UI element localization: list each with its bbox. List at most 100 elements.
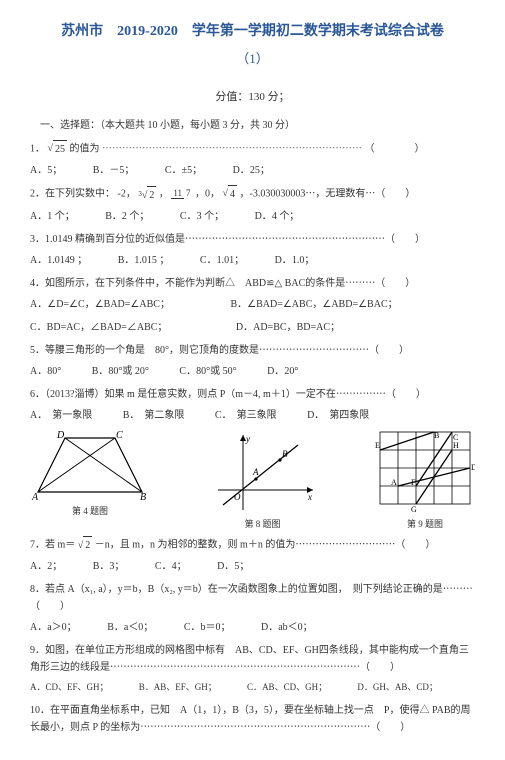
- fig9-label-h: H: [453, 441, 459, 450]
- frac-den: 7: [184, 188, 193, 198]
- sqrt-2: √2: [78, 536, 93, 554]
- sqrt-2-rad: 2: [83, 536, 92, 554]
- q5-opt-c: C．80°或 50°: [179, 363, 250, 380]
- q3-opt-c: C．1.01；: [200, 252, 258, 269]
- q1-opt-b: B．－5；: [93, 162, 149, 179]
- q4-options-row1: A．∠D=∠C，∠BAD=∠ABC； B．∠BAD=∠ABC，∠ABD=∠BAC…: [30, 296, 475, 313]
- question-10: 10．在平面直角坐标系中，已知 A（1，1），B（3，5），要在坐标轴上找一点 …: [30, 702, 475, 736]
- q4-opt-c-text: BD=AC，∠BAD=∠ABC；: [47, 319, 168, 336]
- score-line: 分值：130 分；: [30, 88, 475, 107]
- figure-9-svg: E B H F A C D G: [375, 430, 475, 515]
- q6-opt-c-text: 第三象限: [237, 407, 277, 424]
- q7-opt-a: A．2；: [30, 558, 76, 575]
- fig8-label-y: y: [245, 434, 250, 444]
- q9-options: A．CD、EF、GH； B．AB、EF、GH； C．AB、CD、GH； D．GH…: [30, 680, 475, 695]
- fig9-label-b: B: [434, 431, 439, 440]
- q3-opt-d: D．1.0；: [275, 252, 329, 269]
- q6-opt-b: B． 第二象限: [123, 407, 199, 424]
- sqrt-4-rad: 4: [228, 185, 237, 203]
- q7-opt-c-text: 4；: [172, 558, 187, 575]
- figure-4-svg: A B C D: [30, 430, 150, 502]
- q4-options-row2: C．BD=AC，∠BAD=∠ABC； D．AD=BC，BD=AC；: [30, 319, 475, 336]
- figure-4: A B C D 第 4 题图: [30, 430, 150, 519]
- fig4-label-b: B: [140, 492, 146, 502]
- q5-opt-b: B．80°或 20°: [92, 363, 163, 380]
- q4-opt-c: C．BD=AC，∠BAD=∠ABC；: [30, 319, 181, 336]
- figure-8-caption: 第 8 题图: [208, 517, 318, 532]
- figure-8-svg: y x O A B: [208, 430, 318, 515]
- q8-opt-c-text: b＝0；: [200, 619, 230, 636]
- q9-opt-a-text: CD、EF、GH；: [46, 680, 109, 695]
- q9-opt-d-text: GH、AB、CD；: [373, 680, 438, 695]
- fig4-label-c: C: [116, 430, 123, 441]
- q2-options: A．1 个； B．2 个； C．3 个； D．4 个；: [30, 208, 475, 225]
- sqrt-25: √25: [48, 140, 68, 158]
- q1-options: A．5； B．－5； C．±5； D．25；: [30, 162, 475, 179]
- sqrt-4: √4: [223, 185, 238, 203]
- fig8-label-o: O: [234, 492, 241, 502]
- fig4-label-d: D: [56, 430, 65, 441]
- q1-opt-a-text: 5；: [47, 162, 62, 179]
- q5-options: A．80° B．80°或 20° C．80°或 50° D．20°: [30, 363, 475, 380]
- q4-opt-a-text: ∠D=∠C，∠BAD=∠ABC；: [47, 296, 170, 313]
- question-9: 9．如图，在单位正方形组成的网格图中标有 AB、CD、EF、GH四条线段，其中能…: [30, 642, 475, 676]
- q9-opt-a: A．CD、EF、GH；: [30, 680, 123, 695]
- question-7: 7．若 m＝ √2 －n，且 m，n 为相邻的整数，则 m＋n 的值为⋯⋯⋯⋯⋯…: [30, 536, 475, 554]
- q2-opt-c-text: 3 个；: [197, 208, 225, 225]
- q8-opt-a: A．a＞0；: [30, 619, 91, 636]
- q7-options: A．2； B．3； C．4； D．5；: [30, 558, 475, 575]
- fig9-label-d: D: [471, 463, 475, 472]
- q1-opt-d-text: 25；: [250, 162, 270, 179]
- q3-opt-c-text: 1.01；: [217, 252, 245, 269]
- q2-items-d: ，-3.030030003⋯，无理数有⋯（ ）: [240, 188, 416, 199]
- q4-opt-d-text: AD=BC，BD=AC；: [253, 319, 340, 336]
- q9-opt-d: D．GH、AB、CD；: [357, 680, 452, 695]
- q1-stem-b: 的值为: [70, 143, 100, 154]
- q5-opt-b-text: 80°或 20°: [108, 363, 149, 380]
- q2-opt-d-text: 4 个；: [272, 208, 300, 225]
- fig4-label-a: A: [31, 492, 39, 502]
- q8-opt-b-text: a＜0；: [124, 619, 153, 636]
- q9-opt-c: C．AB、CD、GH；: [247, 680, 341, 695]
- q6-options: A． 第一象限 B． 第二象限 C． 第三象限 D． 第四象限: [30, 407, 475, 424]
- exam-title: 苏州市 2019-2020 学年第一学期初二数学期末考试综合试卷: [30, 20, 475, 44]
- q3-opt-b: B．1.015 ；: [118, 252, 184, 269]
- fig8-label-a: A: [252, 467, 259, 477]
- q8-opt-d: D．ab＜0；: [261, 619, 327, 636]
- q2-opt-d: D．4 个；: [255, 208, 314, 225]
- q8-opt-b: B．a＜0；: [107, 619, 167, 636]
- q1-opt-a: A．5；: [30, 162, 76, 179]
- q1-opt-d: D．25；: [233, 162, 284, 179]
- q9-opt-b-text: AB、EF、GH；: [154, 680, 217, 695]
- fig9-label-a: A: [391, 478, 397, 487]
- q9-opt-b: B．AB、EF、GH；: [139, 680, 231, 695]
- q1-paren: （ ）: [365, 143, 425, 154]
- q5-opt-c-text: 80°或 50°: [196, 363, 237, 380]
- q2-opt-c: C．3 个；: [180, 208, 238, 225]
- question-5: 5．等腰三角形的一个角是 80°，则它顶角的度数是⋯⋯⋯⋯⋯⋯⋯⋯⋯⋯⋯（ ）: [30, 342, 475, 359]
- section-1-head: 一、选择题：（本大题共 10 小题，每小题 3 分，共 30 分）: [30, 117, 475, 134]
- q5-opt-a-text: 80°: [47, 363, 61, 380]
- cubert-2-rad: 2: [147, 186, 156, 204]
- q3-opt-a-text: 1.0149 ；: [47, 252, 87, 269]
- q1-dots: ⋯⋯⋯⋯⋯⋯⋯⋯⋯⋯⋯⋯⋯⋯⋯⋯⋯⋯⋯⋯⋯⋯⋯⋯⋯⋯: [102, 143, 362, 154]
- figure-8: y x O A B 第 8 题图: [208, 430, 318, 532]
- figure-4-caption: 第 4 题图: [30, 504, 150, 519]
- q8-opt-a-text: a＞0；: [47, 619, 76, 636]
- fig8-label-b: B: [282, 449, 288, 459]
- question-4: 4．如图所示，在下列条件中，不能作为判断△ ABD≌△ BAC的条件是⋯⋯⋯（ …: [30, 275, 475, 292]
- q2-items-c: ，0，: [195, 188, 220, 199]
- q7-opt-a-text: 2；: [47, 558, 62, 575]
- q4-opt-d: D．AD=BC，BD=AC；: [236, 319, 354, 336]
- question-1: 1． √25 的值为 ⋯⋯⋯⋯⋯⋯⋯⋯⋯⋯⋯⋯⋯⋯⋯⋯⋯⋯⋯⋯⋯⋯⋯⋯⋯⋯ （ …: [30, 140, 475, 158]
- q6-opt-c: C． 第三象限: [215, 407, 291, 424]
- q6-opt-d-text: 第四象限: [329, 407, 369, 424]
- q1-opt-c: C．±5；: [165, 162, 216, 179]
- q5-opt-d-text: 20°: [284, 363, 298, 380]
- q7-opt-c: C．4；: [155, 558, 201, 575]
- q3-opt-b-text: 1.015 ；: [134, 252, 169, 269]
- fig9-label-g: G: [411, 505, 417, 514]
- q2-opt-a: A．1 个；: [30, 208, 89, 225]
- q7-opt-b: B．3；: [93, 558, 139, 575]
- q3-opt-a: A．1.0149 ；: [30, 252, 101, 269]
